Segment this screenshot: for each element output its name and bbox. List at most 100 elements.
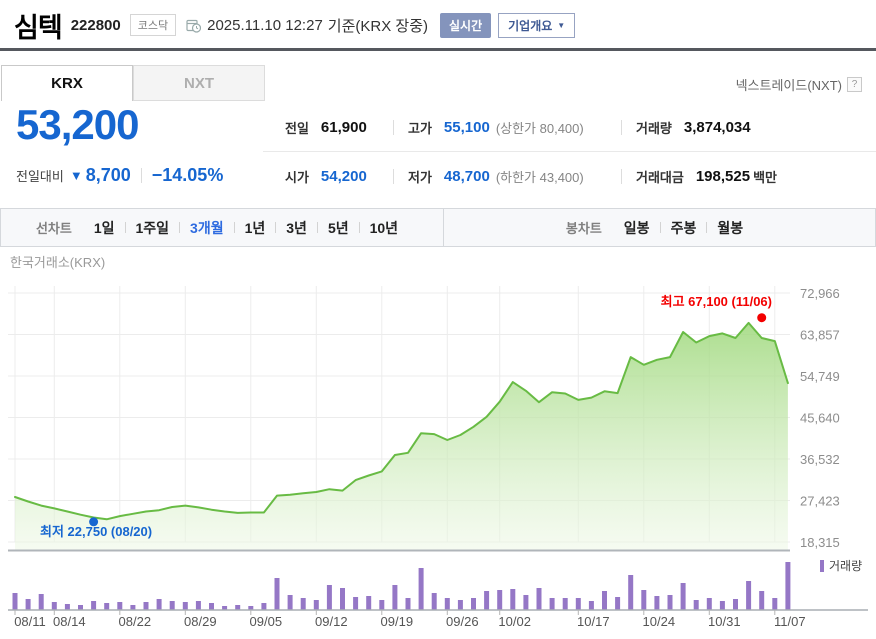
volume-bar [379, 600, 385, 610]
volume-bar [431, 593, 437, 610]
stock-code: 222800 [70, 16, 121, 34]
volume-bar [313, 600, 319, 610]
volume-label: 거래량 [636, 121, 672, 136]
volume-bar [195, 601, 201, 610]
table-row: 전일 61,900 고가 55,100 (상한가 80,400) 거래량 3,8… [263, 104, 876, 152]
candle-chart-periods: 봉차트 일봉 주봉 월봉 [444, 209, 875, 246]
x-axis-label: 09/26 [446, 614, 479, 629]
volume-bar [759, 591, 765, 610]
volume-bar [667, 595, 673, 610]
volume-bar [248, 606, 254, 610]
volume-bar [235, 605, 241, 610]
volume-bar [51, 602, 57, 610]
divider [393, 168, 394, 184]
tab-nxt[interactable]: NXT [133, 65, 265, 101]
candle-period-1[interactable]: 주봉 [670, 219, 697, 236]
chevron-down-icon: ▼ [557, 20, 566, 30]
candle-period-2[interactable]: 월봉 [717, 219, 744, 236]
amount-label: 거래대금 [636, 169, 684, 185]
divider [621, 168, 622, 184]
divider [275, 221, 277, 233]
down-arrow-icon: ▼ [69, 168, 83, 183]
volume-bar [536, 588, 542, 610]
volume-bar [156, 599, 162, 610]
volume-bar [641, 590, 647, 610]
upper-limit: (상한가 80,400) [495, 121, 584, 136]
line-period-4[interactable]: 3년 [286, 219, 307, 236]
volume-bar [366, 596, 372, 610]
divider [179, 221, 181, 233]
high-point-dot [757, 313, 767, 323]
help-icon[interactable]: ? [847, 77, 862, 92]
x-axis-label: 09/19 [381, 614, 414, 629]
change-value: 8,700 [85, 165, 131, 185]
y-axis-label: 27,423 [800, 494, 840, 509]
volume-bar [719, 601, 725, 610]
line-period-0[interactable]: 1일 [93, 219, 115, 236]
volume-bar [628, 575, 634, 610]
price-line [14, 321, 789, 521]
volume-bar [523, 595, 529, 610]
low-label: 저가 [408, 169, 432, 185]
volume-bar [261, 603, 267, 610]
volume-bar [471, 598, 476, 610]
chart-source-label: 한국거래소(KRX) [10, 255, 106, 270]
open-value: 54,200 [320, 167, 367, 185]
volume-bar [680, 583, 686, 610]
company-overview-button[interactable]: 기업개요 ▼ [498, 12, 576, 38]
volume-bar [549, 598, 555, 610]
divider [621, 120, 622, 135]
volume-bar [64, 604, 70, 610]
volume-bar [588, 601, 594, 610]
high-value: 55,100 [443, 119, 490, 136]
y-axis-label: 36,532 [800, 452, 840, 467]
open-label: 시가 [285, 169, 309, 185]
realtime-badge[interactable]: 실시간 [440, 12, 492, 38]
volume-bars [12, 562, 791, 610]
divider [358, 221, 360, 233]
prev-close-label: 전일 [285, 121, 309, 136]
line-period-6[interactable]: 10년 [369, 219, 399, 236]
quote-time: 2025.11.10 12:27 [207, 16, 323, 34]
volume-bar [444, 598, 450, 610]
divider [659, 221, 661, 233]
high-annotation: 최고 67,100 (11/06) [661, 294, 772, 309]
line-period-5[interactable]: 5년 [327, 219, 349, 236]
volume-bar [575, 598, 581, 610]
line-period-2[interactable]: 3개월 [190, 219, 224, 236]
volume-legend-swatch [820, 560, 824, 572]
line-period-3[interactable]: 1년 [244, 219, 266, 236]
volume-bar [117, 602, 123, 610]
divider [124, 221, 126, 233]
price-detail-table: 전일 61,900 고가 55,100 (상한가 80,400) 거래량 3,8… [263, 104, 876, 200]
x-axis-label: 08/29 [184, 614, 217, 629]
volume-bar [182, 602, 188, 610]
nxt-info: 넥스트레이드(NXT) ? [736, 75, 862, 94]
volume-value: 3,874,034 [683, 119, 751, 136]
company-overview-label: 기업개요 [508, 18, 553, 33]
x-axis-label: 10/31 [708, 614, 741, 629]
lower-limit: (하한가 43,400) [495, 169, 584, 185]
line-chart-periods: 선차트 1일 1주일 3개월 1년 3년 5년 10년 [1, 209, 444, 246]
volume-bar [143, 602, 149, 610]
divider [393, 120, 394, 135]
x-axis-label: 09/12 [315, 614, 348, 629]
y-axis-label: 18,315 [800, 535, 840, 550]
volume-bar [602, 591, 607, 610]
change-label: 전일대비 [16, 169, 64, 184]
low-point-dot [89, 517, 99, 527]
volume-bar [615, 597, 621, 610]
high-label: 고가 [408, 121, 432, 136]
volume-bar [693, 600, 699, 610]
current-price: 53,200 [16, 101, 139, 148]
volume-bar [78, 605, 83, 610]
volume-bar [274, 578, 280, 610]
quote-basis: 기준(KRX 장중) [327, 17, 428, 35]
tab-krx[interactable]: KRX [1, 65, 133, 101]
x-axis-label: 09/05 [250, 614, 283, 629]
line-period-1[interactable]: 1주일 [135, 219, 170, 236]
divider [233, 221, 235, 233]
candle-period-0[interactable]: 일봉 [623, 219, 650, 236]
volume-legend-label: 거래량 [829, 559, 862, 573]
volume-bar [785, 562, 791, 610]
